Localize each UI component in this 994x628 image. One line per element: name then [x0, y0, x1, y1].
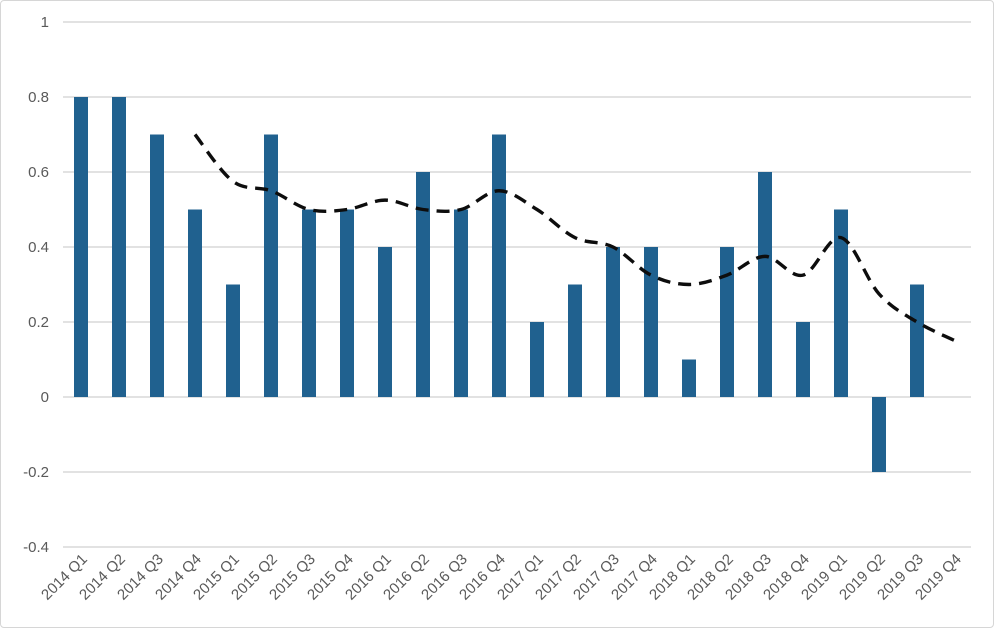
bar-2018-q2 — [720, 247, 734, 397]
bar-2016-q2 — [416, 172, 430, 397]
moving-average-line — [193, 133, 956, 343]
y-tick-label: -0.4 — [23, 539, 49, 556]
bar-2018-q3 — [758, 172, 772, 397]
bar-2016-q3 — [454, 209, 468, 397]
y-axis-labels: 1 0.8 0.6 0.4 0.2 0 -0.2 -0.4 — [23, 14, 49, 556]
bars-layer — [74, 97, 924, 472]
y-tick-label: 0.6 — [28, 164, 49, 181]
bar-2016-q4 — [492, 134, 506, 397]
y-tick-label: 0 — [41, 389, 49, 406]
bar-2018-q1 — [682, 359, 696, 397]
bar-2017-q2 — [568, 284, 582, 397]
bar-2019-q3 — [910, 284, 924, 397]
bar-2014-q4 — [188, 209, 202, 397]
y-tick-label: -0.2 — [23, 464, 49, 481]
y-tick-label: 0.2 — [28, 314, 49, 331]
bar-2019-q2 — [872, 397, 886, 472]
bar-2017-q4 — [644, 247, 658, 397]
bar-2015-q3 — [302, 209, 316, 397]
moving-average-line-layer — [193, 133, 956, 343]
bar-2016-q1 — [378, 247, 392, 397]
bar-2014-q2 — [112, 97, 126, 397]
bar-2018-q4 — [796, 322, 810, 397]
bar-2014-q1 — [74, 97, 88, 397]
bar-2014-q3 — [150, 134, 164, 397]
y-tick-label: 0.4 — [28, 239, 49, 256]
bar-2017-q3 — [606, 247, 620, 397]
bar-2019-q1 — [834, 209, 848, 397]
gridlines-layer — [63, 21, 971, 548]
bar-2015-q4 — [340, 209, 354, 397]
y-tick-label: 1 — [41, 14, 49, 31]
bar-2015-q2 — [264, 134, 278, 397]
y-tick-label: 0.8 — [28, 89, 49, 106]
bar-2017-q1 — [530, 322, 544, 397]
bar-2015-q1 — [226, 284, 240, 397]
